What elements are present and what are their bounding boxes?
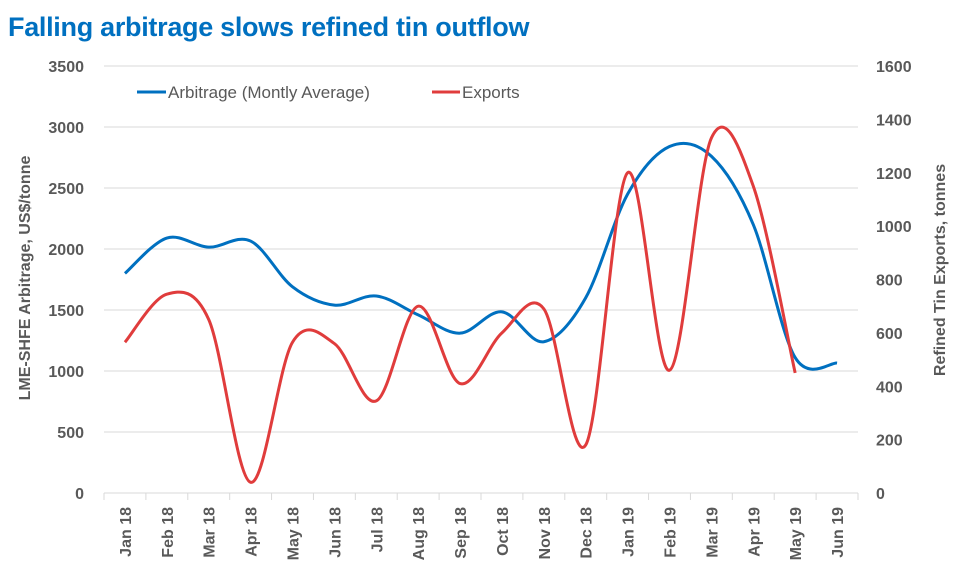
legend-label-arbitrage: Arbitrage (Montly Average) [168,83,370,102]
y-axis-left: 0 500 1000 1500 2000 2500 3000 3500 [48,59,84,503]
x-tick-label: Mar 18 [202,507,219,558]
y-axis-left-title: LME-SHFE Arbitrage, US$/tonne [17,156,34,401]
y-right-tick-label: 800 [876,273,903,290]
x-tick-label: Apr 18 [244,507,261,557]
x-tick-label: May 18 [286,507,303,560]
x-tick-label: Aug 18 [411,507,428,560]
x-tick-label: Dec 18 [579,507,596,559]
y-right-tick-label: 200 [876,433,903,450]
y-left-tick-label: 1000 [48,364,84,381]
series-group [123,125,838,484]
y-axis-right-title: Refined Tin Exports, tonnes [932,164,949,376]
x-axis: Jan 18 Feb 18 Mar 18 Apr 18 May 18 Jun 18 Jul … [103,492,859,560]
legend: Arbitrage (Montly Average) Exports [137,83,520,102]
y-left-tick-label: 0 [75,486,84,503]
legend-label-exports: Exports [462,83,520,102]
chart-title: Falling arbitrage slows refined tin outf… [8,12,530,42]
y-right-tick-label: 1400 [876,112,912,129]
x-tick-label: Jul 18 [369,507,386,552]
gridlines [104,65,858,433]
y-right-tick-label: 400 [876,379,903,396]
series-line-arbitrage [123,141,838,371]
y-left-tick-label: 3000 [48,120,84,137]
y-left-tick-label: 3500 [48,59,84,76]
x-tick-label: Nov 18 [537,507,554,560]
x-tick-label: Feb 19 [663,507,680,558]
series-line-exports [123,125,797,484]
x-tick-label: May 19 [788,507,805,560]
x-tick-label: Feb 18 [160,507,177,558]
x-tick-label: Mar 19 [704,507,721,558]
y-left-tick-label: 1500 [48,303,84,320]
y-right-tick-label: 0 [876,486,885,503]
y-left-tick-label: 500 [57,425,84,442]
x-tick-label: Jan 19 [621,507,638,557]
x-tick-label: Oct 18 [495,507,512,556]
y-right-tick-label: 1000 [876,219,912,236]
y-left-tick-label: 2500 [48,181,84,198]
x-tick-label: Sep 18 [453,507,470,559]
y-right-tick-label: 1200 [876,166,912,183]
y-right-tick-label: 1600 [876,59,912,76]
y-left-tick-label: 2000 [48,242,84,259]
x-tick-label: Jan 18 [118,507,135,557]
x-tick-label: Apr 19 [746,507,763,557]
x-tick-label: Jun 19 [830,507,847,558]
x-tick-label: Jun 18 [327,507,344,558]
y-axis-right: 0 200 400 600 800 1000 1200 1400 1600 [876,59,912,503]
y-right-tick-label: 600 [876,326,903,343]
